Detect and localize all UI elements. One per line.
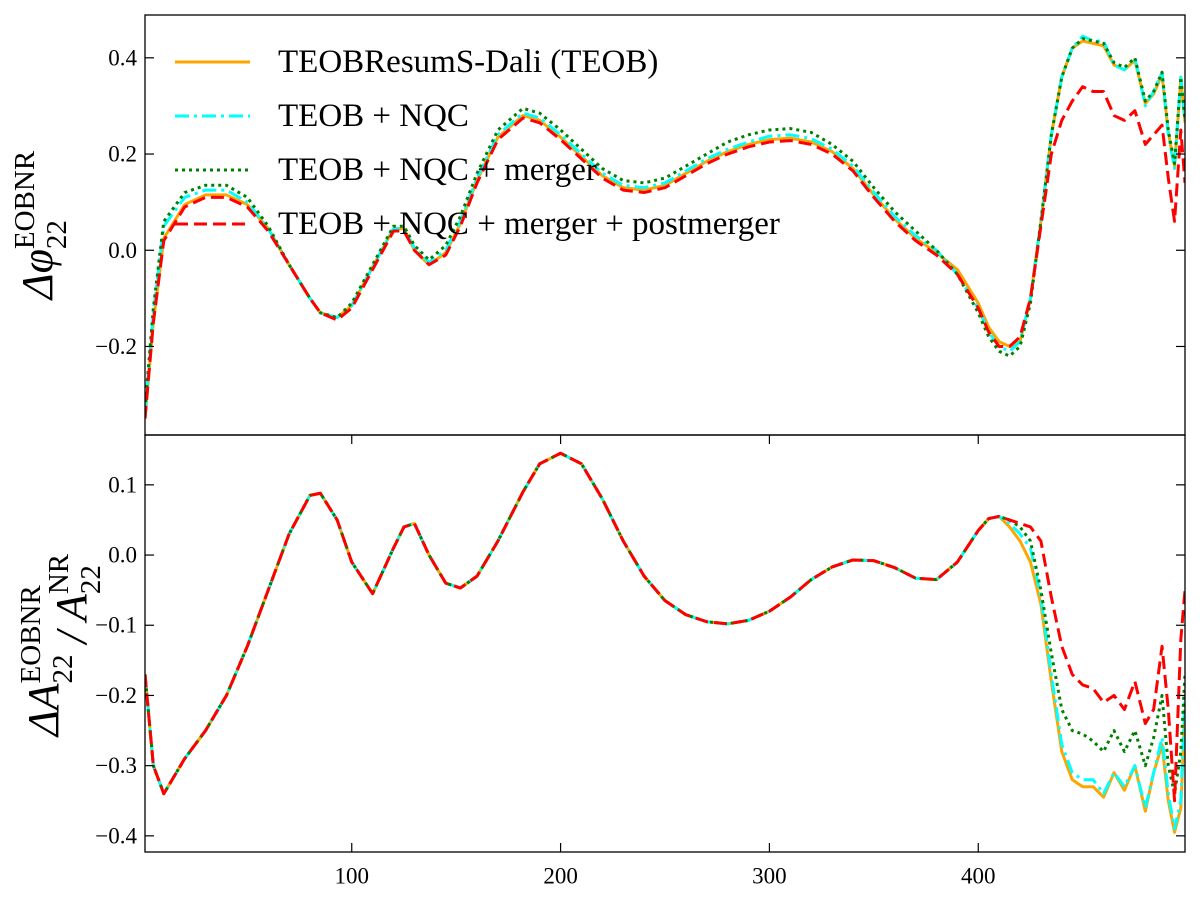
series-line (145, 451, 1185, 803)
y-tick-label: −0.2 (95, 334, 137, 359)
series-line (145, 451, 1185, 796)
y-label-sub: 22 (75, 565, 107, 594)
y-label-sub: 22 (47, 654, 79, 683)
y-tick-label: 0.2 (108, 142, 137, 167)
legend-label: TEOBResumS-Dali (TEOB) (278, 44, 658, 80)
y-label-sup: NR (43, 553, 75, 594)
y-tick-label: −0.2 (95, 683, 137, 708)
series-line (145, 37, 1185, 410)
y-tick-label: −0.3 (95, 753, 137, 778)
y-label-base: ΔA (19, 682, 68, 738)
y-tick-label: 0.0 (108, 238, 137, 263)
x-tick-label: 300 (752, 864, 787, 889)
plot-area (145, 34, 1185, 419)
y-tick-label: 0.1 (108, 472, 137, 497)
y-axis-label: ΔφEOBNR22 (9, 150, 73, 301)
legend-label: TEOB + NQC + merger + postmerger (278, 206, 780, 242)
plot-area (145, 451, 1185, 834)
legend-label: TEOB + NQC + merger (278, 152, 597, 188)
y-label-text: ΔAEOBNR22 / ANR22 (15, 553, 107, 738)
series-line (145, 34, 1185, 414)
axes-frame (144, 434, 1186, 853)
y-tick-label: −0.4 (95, 823, 137, 848)
legend-label: TEOB + NQC (278, 98, 469, 134)
y-label-sub: 22 (41, 220, 73, 249)
x-tick-label: 400 (961, 864, 996, 889)
x-tick-label: 200 (543, 864, 578, 889)
series-line (145, 85, 1185, 419)
y-axis-label: ΔAEOBNR22 / ANR22 (15, 553, 107, 738)
y-tick-label: −0.1 (95, 613, 137, 638)
y-label-text: ΔφEOBNR22 (9, 150, 73, 301)
y-label-sup: EOBNR (9, 150, 41, 249)
y-tick-label: 0.4 (108, 45, 137, 70)
y-label-base: / A (47, 593, 96, 654)
x-tick-label: 100 (334, 864, 369, 889)
y-tick-label: 0.0 (108, 543, 137, 568)
y-label-sup: EOBNR (15, 585, 47, 684)
y-label-base: Δφ (13, 249, 62, 301)
